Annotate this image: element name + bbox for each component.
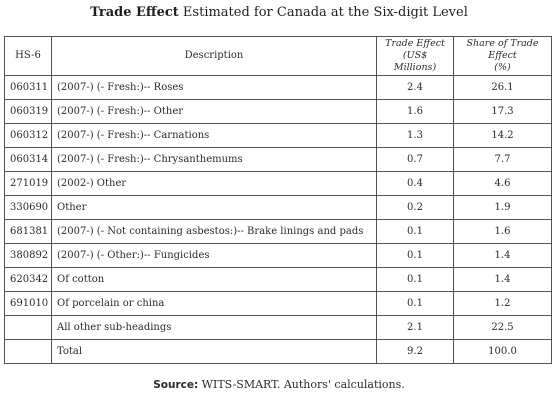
header-trade-effect-line2: (US$ Millions) bbox=[393, 50, 437, 73]
row-description: Of cotton bbox=[51, 267, 377, 292]
hs6-code: 060312 bbox=[4, 123, 52, 148]
table-row: 271019 (2002-) Other 0.4 4.6 bbox=[4, 171, 552, 196]
hs6-code: 691010 bbox=[4, 291, 52, 316]
trade-effect-value: 2.1 bbox=[376, 315, 454, 340]
table-row: 060314 (2007-) (- Fresh:)-- Chrysanthemum… bbox=[4, 147, 552, 172]
row-description: Other bbox=[51, 195, 377, 220]
hs6-code: 380892 bbox=[4, 243, 52, 268]
trade-effect-value: 9.2 bbox=[376, 339, 454, 364]
header-trade-effect: Trade Effect (US$ Millions) bbox=[376, 36, 454, 76]
hs6-code: 060319 bbox=[4, 99, 52, 124]
header-share-line1: Share of Trade Effect bbox=[466, 38, 539, 61]
hs6-code: 060314 bbox=[4, 147, 52, 172]
trade-effect-value: 0.1 bbox=[376, 291, 454, 316]
table-row: 060319 (2007-) (- Fresh:)-- Other 1.6 17.3 bbox=[4, 99, 552, 124]
source-label: Source: bbox=[153, 379, 199, 391]
table-row: 681381 (2007-) (- Not containing asbestos… bbox=[4, 219, 552, 244]
table-header-row: HS-6 Description Trade Effect (US$ Milli… bbox=[4, 36, 552, 76]
share-value: 14.2 bbox=[453, 123, 552, 148]
share-value: 22.5 bbox=[453, 315, 552, 340]
table-row: 691010 Of porcelain or china 0.1 1.2 bbox=[4, 291, 552, 316]
row-description: (2002-) Other bbox=[51, 171, 377, 196]
table-row-other: All other sub-headings 2.1 22.5 bbox=[4, 315, 552, 340]
trade-effect-table: HS-6 Description Trade Effect (US$ Milli… bbox=[4, 36, 552, 364]
table-title: Trade Effect Estimated for Canada at the… bbox=[0, 5, 558, 21]
table-title-rest: Estimated for Canada at the Six-digit Le… bbox=[178, 5, 468, 20]
table-row: 380892 (2007-) (- Other:)-- Fungicides 0.1… bbox=[4, 243, 552, 268]
share-value: 1.2 bbox=[453, 291, 552, 316]
table-title-bold: Trade Effect bbox=[90, 5, 179, 20]
table-row: 060312 (2007-) (- Fresh:)-- Carnations 1.3… bbox=[4, 123, 552, 148]
row-description: All other sub-headings bbox=[51, 315, 377, 340]
trade-effect-value: 0.1 bbox=[376, 243, 454, 268]
share-value: 17.3 bbox=[453, 99, 552, 124]
header-description: Description bbox=[51, 36, 377, 76]
trade-effect-value: 2.4 bbox=[376, 75, 454, 100]
row-description: (2007-) (- Fresh:)-- Chrysanthemums bbox=[51, 147, 377, 172]
share-value: 1.4 bbox=[453, 243, 552, 268]
share-value: 100.0 bbox=[453, 339, 552, 364]
hs6-code: 271019 bbox=[4, 171, 52, 196]
trade-effect-value: 0.7 bbox=[376, 147, 454, 172]
trade-effect-value: 0.1 bbox=[376, 267, 454, 292]
share-value: 1.4 bbox=[453, 267, 552, 292]
row-description: (2007-) (- Fresh:)-- Carnations bbox=[51, 123, 377, 148]
table-row: 060311 (2007-) (- Fresh:)-- Roses 2.4 26.1 bbox=[4, 75, 552, 100]
trade-effect-value: 0.2 bbox=[376, 195, 454, 220]
trade-effect-value: 0.1 bbox=[376, 219, 454, 244]
header-hs6: HS-6 bbox=[4, 36, 52, 76]
share-value: 7.7 bbox=[453, 147, 552, 172]
hs6-code bbox=[4, 339, 52, 364]
hs6-code bbox=[4, 315, 52, 340]
header-share-line2: (%) bbox=[494, 62, 511, 73]
hs6-code: 681381 bbox=[4, 219, 52, 244]
row-description: (2007-) (- Fresh:)-- Other bbox=[51, 99, 377, 124]
share-value: 4.6 bbox=[453, 171, 552, 196]
table-row: 330690 Other 0.2 1.9 bbox=[4, 195, 552, 220]
row-description: (2007-) (- Not containing asbestos:)-- B… bbox=[51, 219, 377, 244]
row-description: (2007-) (- Fresh:)-- Roses bbox=[51, 75, 377, 100]
hs6-code: 060311 bbox=[4, 75, 52, 100]
trade-effect-value: 1.6 bbox=[376, 99, 454, 124]
share-value: 1.9 bbox=[453, 195, 552, 220]
source-text: WITS-SMART. Authors' calculations. bbox=[198, 378, 405, 391]
hs6-code: 330690 bbox=[4, 195, 52, 220]
row-description: (2007-) (- Other:)-- Fungicides bbox=[51, 243, 377, 268]
source-note: Source: WITS-SMART. Authors' calculation… bbox=[0, 378, 558, 392]
row-description: Of porcelain or china bbox=[51, 291, 377, 316]
header-share: Share of Trade Effect (%) bbox=[453, 36, 552, 76]
hs6-code: 620342 bbox=[4, 267, 52, 292]
share-value: 26.1 bbox=[453, 75, 552, 100]
table-row: 620342 Of cotton 0.1 1.4 bbox=[4, 267, 552, 292]
header-trade-effect-line1: Trade Effect bbox=[385, 38, 445, 49]
row-description: Total bbox=[51, 339, 377, 364]
trade-effect-value: 1.3 bbox=[376, 123, 454, 148]
share-value: 1.6 bbox=[453, 219, 552, 244]
table-row-total: Total 9.2 100.0 bbox=[4, 339, 552, 364]
table-body: 060311 (2007-) (- Fresh:)-- Roses 2.4 26.1 … bbox=[4, 75, 552, 364]
trade-effect-value: 0.4 bbox=[376, 171, 454, 196]
